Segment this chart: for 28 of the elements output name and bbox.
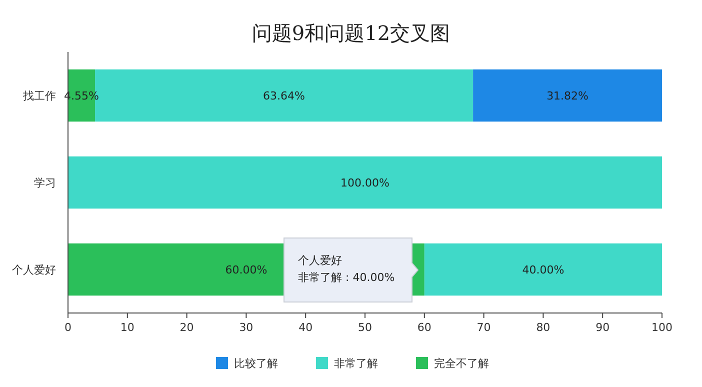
x-tick-label: 30	[239, 321, 254, 334]
x-tick-label: 70	[476, 321, 491, 334]
y-tick-label: 学习	[34, 176, 56, 190]
data-label: 100.00%	[340, 176, 390, 190]
data-label: 31.82%	[546, 90, 589, 102]
legend-label: 完全不了解	[434, 357, 489, 370]
legend-label: 比较了解	[234, 357, 278, 370]
annotation: 非常了解 : 40.00%	[298, 271, 395, 284]
x-tick-label: 40	[298, 321, 313, 334]
x-tick-label: 90	[596, 321, 610, 334]
bar	[68, 156, 662, 209]
bar	[424, 243, 662, 296]
x-tick-label: 60	[417, 321, 432, 334]
y-tick-label: 找工作	[22, 90, 56, 102]
x-tick-label: 50	[358, 321, 372, 334]
x-tick-label: 20	[180, 321, 194, 334]
data-label: 40.00%	[522, 264, 564, 276]
x-tick-label: 80	[536, 321, 550, 334]
x-tick-label: 10	[120, 321, 134, 334]
y-tick-label: 个人爱好	[12, 264, 56, 276]
data-label: 60.00%	[225, 264, 268, 276]
x-tick-label: 100	[652, 321, 672, 334]
annotation: 个人爱好	[298, 254, 342, 267]
chart-title: 问题9和问题12交叉图	[252, 21, 450, 45]
legend-label: 非常了解	[334, 357, 378, 370]
data-label: 63.64%	[263, 90, 306, 102]
bar	[473, 69, 662, 122]
x-tick-label: 0	[64, 321, 72, 334]
